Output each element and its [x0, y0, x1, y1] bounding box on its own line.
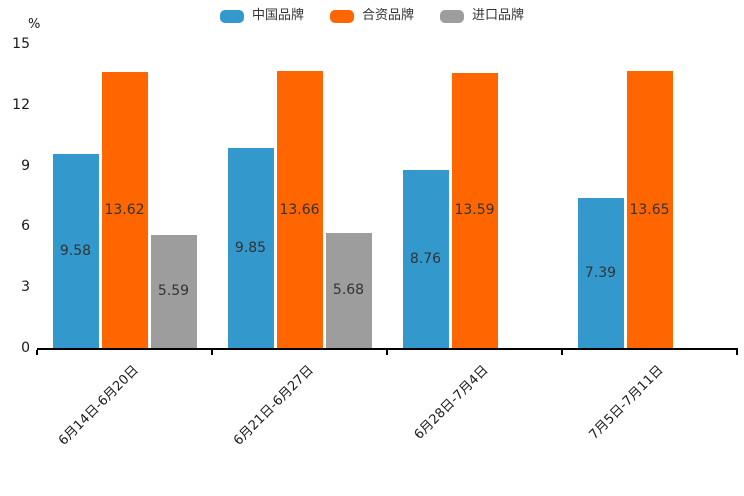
chart-legend: 中国品牌 合资品牌 进口品牌 [0, 7, 744, 25]
x-axis-category-label: 6月28日-7月4日 [411, 362, 492, 443]
bar-7月5日-7月11日-series-0[interactable]: 7.39 [577, 198, 624, 348]
bar-6月14日-6月20日-series-1[interactable]: 13.62 [101, 71, 148, 348]
x-axis-tick-mark [736, 350, 738, 355]
bar-value-label: 13.62 [104, 201, 145, 218]
bar-value-label: 9.85 [234, 240, 267, 257]
legend-swatch-icon [440, 9, 464, 23]
y-axis-tick-label: 12 [12, 96, 30, 113]
legend-label: 中国品牌 [251, 8, 304, 23]
bar-6月14日-6月20日-series-2[interactable]: 5.59 [150, 234, 197, 348]
bar-6月21日-6月27日-series-2[interactable]: 5.68 [325, 232, 372, 348]
bar-value-label: 8.76 [409, 251, 442, 268]
bar-7月5日-7月11日-series-1[interactable]: 13.65 [626, 71, 673, 348]
x-axis-tick-mark [211, 350, 213, 355]
legend-swatch-icon [219, 9, 244, 23]
legend-item-series-0[interactable]: 中国品牌 [219, 7, 304, 25]
y-axis-tick-label: 6 [21, 218, 30, 235]
bar-6月21日-6月27日-series-0[interactable]: 9.85 [227, 148, 274, 348]
bar-6月28日-7月4日-series-1[interactable]: 13.59 [451, 72, 498, 348]
bar-6月14日-6月20日-series-0[interactable]: 9.58 [52, 153, 99, 348]
y-axis-tick-label: 0 [21, 340, 30, 356]
bar-6月28日-7月4日-series-0[interactable]: 8.76 [402, 170, 449, 348]
bar-value-label: 7.39 [584, 265, 617, 282]
legend-item-series-2[interactable]: 进口品牌 [440, 7, 524, 25]
x-axis-line [37, 348, 738, 350]
legend-label: 合资品牌 [361, 8, 414, 23]
bar-value-label: 13.66 [279, 201, 320, 218]
y-axis-unit-label: % [28, 17, 41, 32]
legend-swatch-icon [329, 9, 354, 23]
bar-value-label: 13.59 [454, 202, 495, 219]
y-axis-tick-label: 3 [21, 279, 30, 296]
bar-value-label: 13.65 [629, 201, 670, 218]
bar-value-label: 5.59 [157, 283, 190, 300]
x-axis-tick-mark [386, 350, 388, 355]
bar-value-label: 5.68 [332, 282, 365, 299]
x-axis-category-label: 7月5日-7月11日 [586, 362, 667, 443]
x-axis-tick-mark [36, 350, 38, 355]
x-axis-category-label: 6月14日-6月20日 [56, 362, 142, 449]
bar-value-label: 9.58 [59, 242, 92, 259]
legend-item-series-1[interactable]: 合资品牌 [329, 7, 414, 25]
y-axis-tick-label: 9 [21, 157, 30, 174]
x-axis-category-label: 6月21日-6月27日 [231, 362, 317, 449]
y-axis-tick-label: 15 [12, 36, 30, 52]
legend-label: 进口品牌 [472, 8, 525, 23]
bar-6月21日-6月27日-series-1[interactable]: 13.66 [276, 71, 323, 348]
x-axis-tick-mark [561, 350, 563, 355]
